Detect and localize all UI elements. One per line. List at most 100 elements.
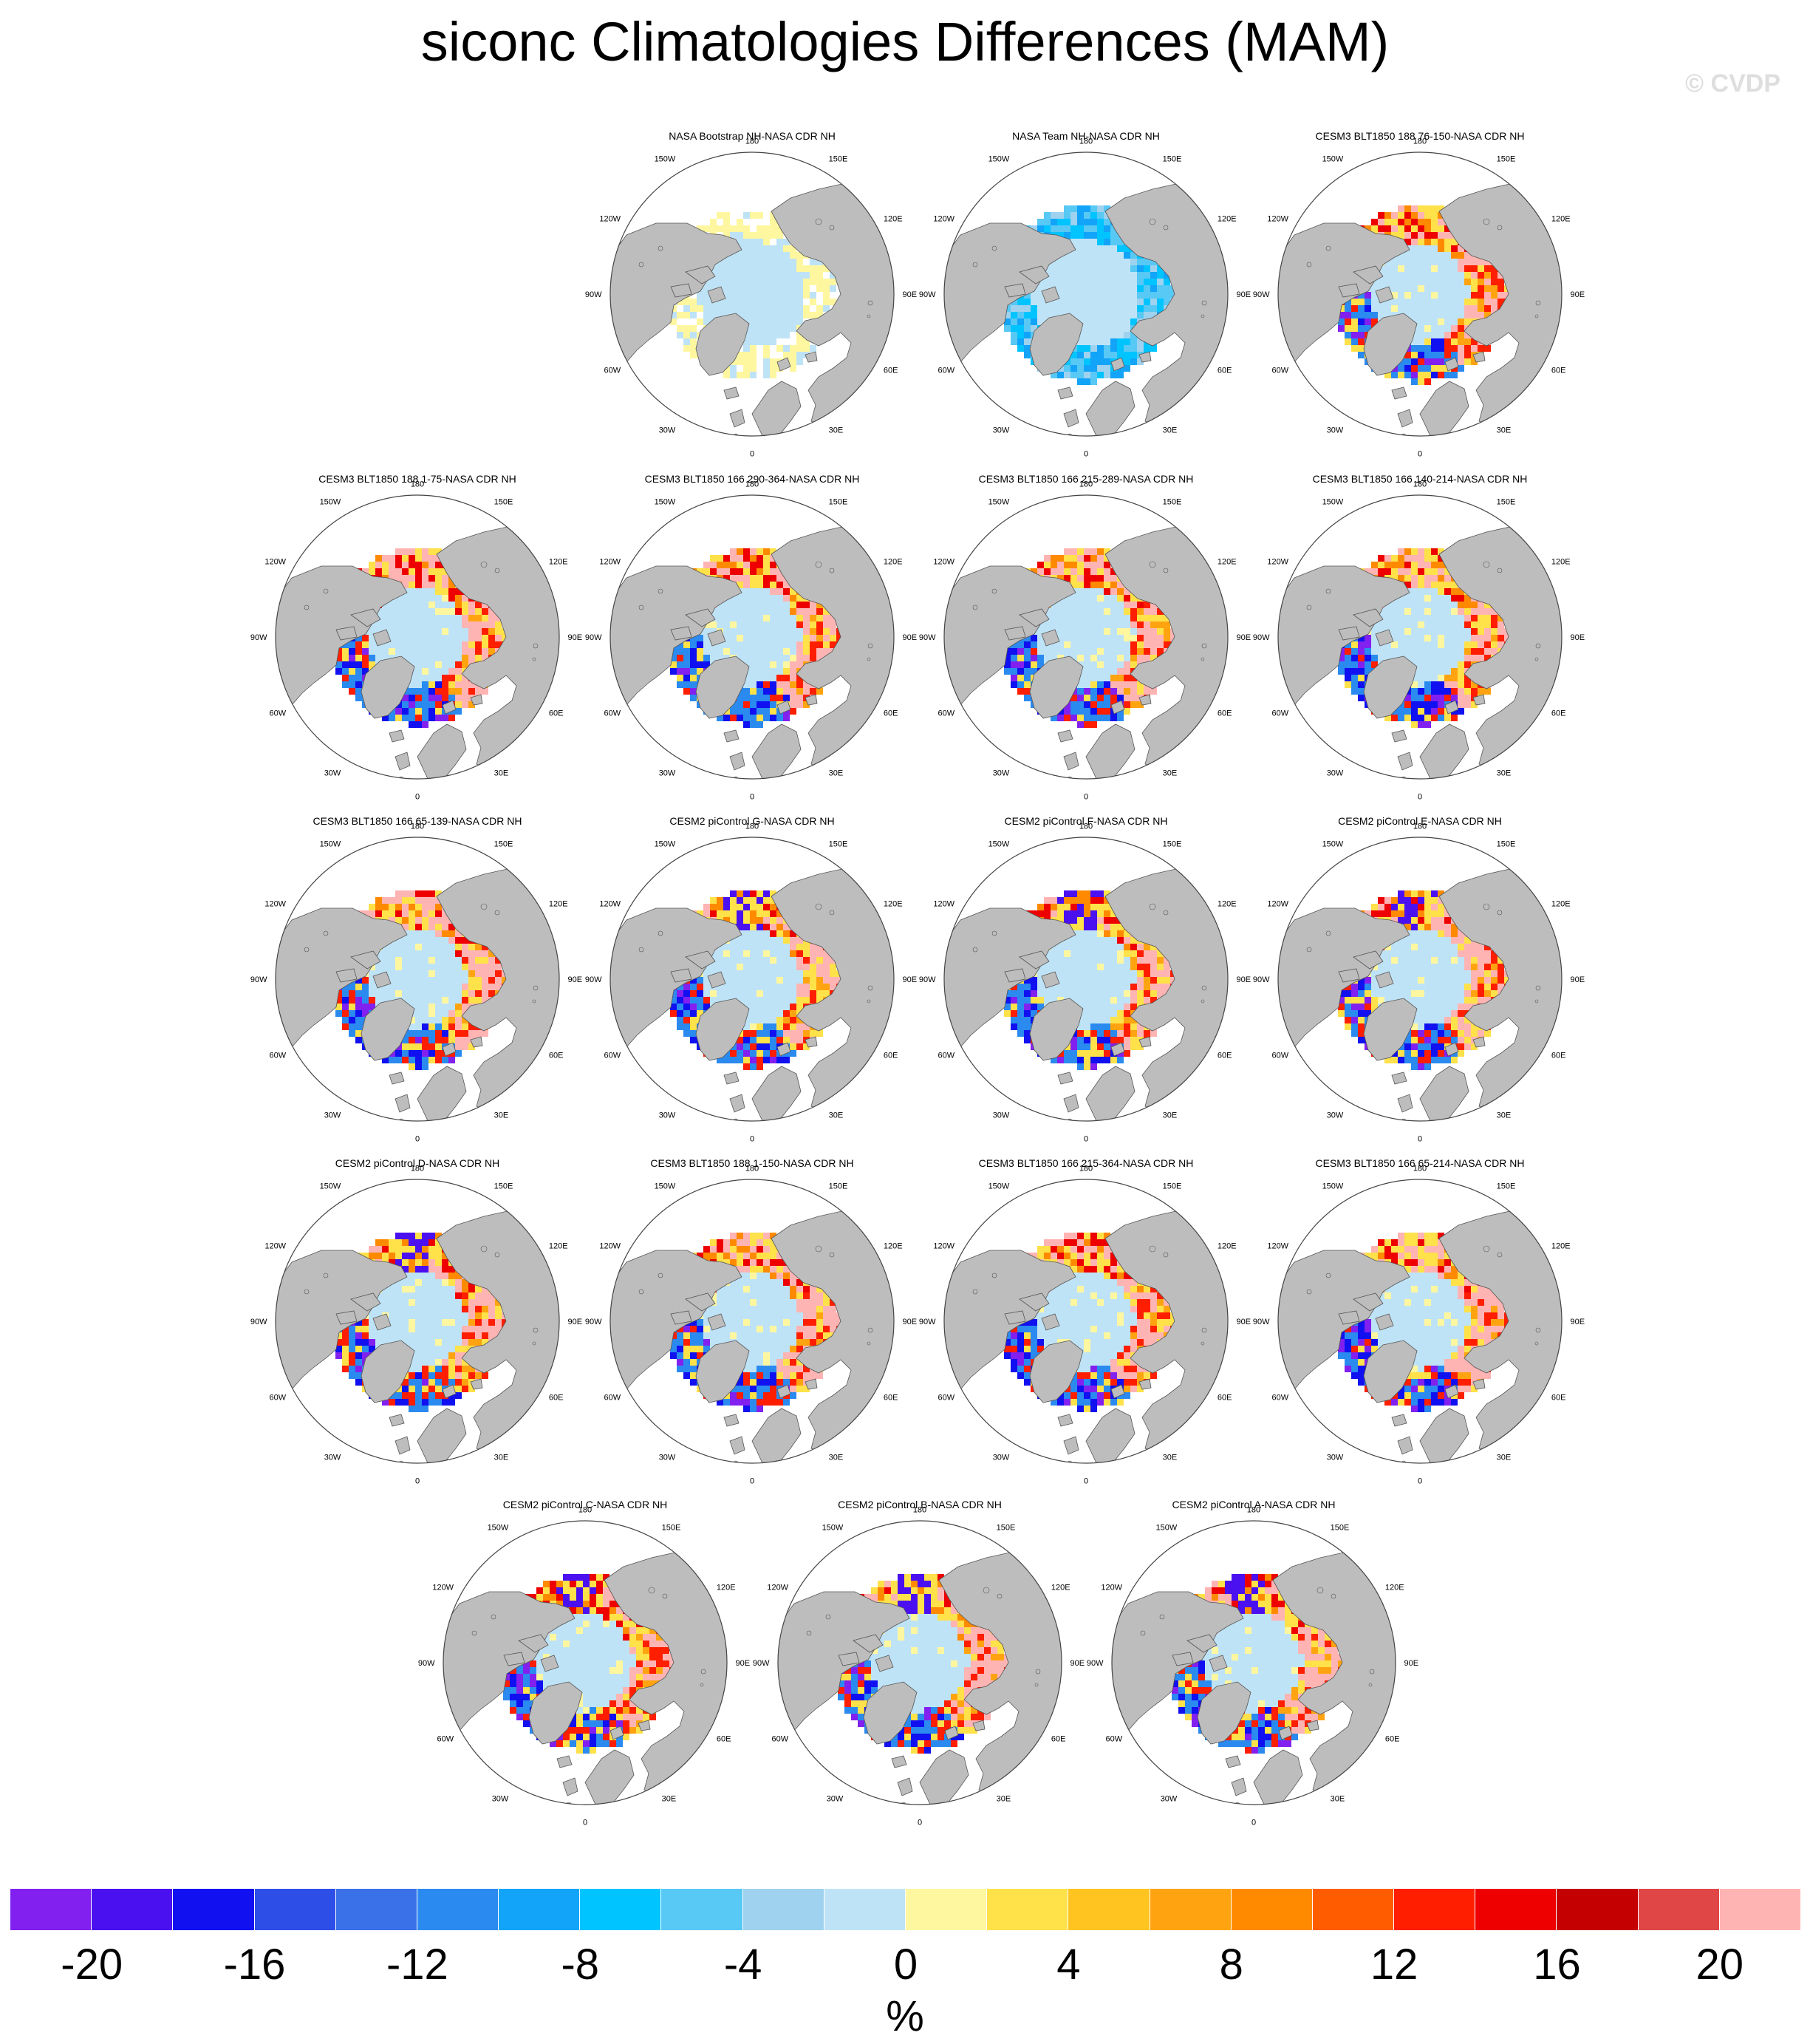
longitude-label: 30E bbox=[1497, 426, 1512, 435]
data-cell bbox=[717, 910, 723, 917]
data-cell bbox=[1451, 661, 1458, 668]
data-cell bbox=[810, 957, 816, 964]
data-cell bbox=[1090, 212, 1097, 219]
data-cell bbox=[1424, 668, 1431, 675]
data-cell bbox=[770, 232, 776, 239]
data-cell bbox=[1464, 602, 1471, 608]
data-cell bbox=[770, 615, 776, 621]
data-cell bbox=[1017, 655, 1024, 661]
island bbox=[972, 262, 978, 268]
data-cell bbox=[1097, 675, 1104, 681]
data-cell bbox=[743, 721, 750, 728]
data-cell bbox=[1438, 608, 1444, 615]
data-cell bbox=[475, 628, 482, 635]
data-cell bbox=[488, 964, 495, 970]
data-cell bbox=[790, 937, 796, 944]
data-cell bbox=[770, 701, 776, 708]
map-boundary bbox=[275, 494, 560, 780]
data-cell bbox=[1458, 628, 1464, 635]
data-cell bbox=[1037, 225, 1044, 232]
data-cell bbox=[428, 1057, 435, 1063]
data-cell bbox=[1104, 332, 1110, 338]
data-cell bbox=[468, 615, 475, 621]
data-cell bbox=[402, 1057, 409, 1063]
data-cell bbox=[1431, 608, 1438, 615]
data-cell bbox=[1404, 555, 1411, 562]
data-cell bbox=[730, 628, 737, 635]
data-cell bbox=[1164, 285, 1170, 292]
data-cell bbox=[710, 219, 717, 225]
data-cell bbox=[395, 708, 402, 715]
data-cell bbox=[697, 661, 703, 668]
data-cell bbox=[1444, 628, 1451, 635]
data-cell bbox=[415, 924, 422, 930]
data-cell bbox=[1411, 292, 1418, 299]
data-cell bbox=[1371, 655, 1378, 661]
data-cell bbox=[763, 595, 770, 602]
data-cell bbox=[342, 655, 349, 661]
data-cell bbox=[1070, 239, 1077, 245]
longitude-label: 60W bbox=[269, 709, 286, 718]
data-cell bbox=[435, 661, 442, 668]
data-cell bbox=[790, 675, 796, 681]
data-cell bbox=[1365, 568, 1371, 575]
data-cell bbox=[342, 1010, 349, 1017]
data-cell bbox=[1011, 299, 1017, 305]
longitude-label: 120W bbox=[264, 557, 286, 566]
longitude-label: 60W bbox=[938, 367, 954, 375]
data-cell bbox=[1051, 602, 1057, 608]
data-cell bbox=[1424, 252, 1431, 259]
data-cell bbox=[836, 977, 843, 984]
land-mass bbox=[695, 655, 750, 719]
data-cell bbox=[1438, 318, 1444, 325]
data-cell bbox=[1391, 212, 1398, 219]
data-cell bbox=[462, 688, 468, 695]
data-cell bbox=[1404, 648, 1411, 655]
island bbox=[1306, 604, 1312, 610]
data-cell bbox=[1110, 272, 1117, 279]
data-cell bbox=[1004, 661, 1011, 668]
data-cell bbox=[1458, 701, 1464, 708]
data-cell bbox=[776, 917, 783, 924]
data-cell bbox=[757, 668, 763, 675]
data-cell bbox=[1411, 272, 1418, 279]
data-cell bbox=[1090, 641, 1097, 648]
data-cell bbox=[763, 345, 770, 352]
data-cell bbox=[737, 897, 743, 904]
data-cell bbox=[362, 655, 369, 661]
data-cell bbox=[1431, 548, 1438, 555]
data-cell bbox=[783, 695, 790, 701]
data-cell bbox=[763, 279, 770, 285]
data-cell bbox=[369, 621, 375, 628]
data-cell bbox=[743, 212, 750, 219]
data-cell bbox=[1064, 305, 1070, 312]
data-cell bbox=[743, 245, 750, 252]
data-cell bbox=[1424, 265, 1431, 272]
data-cell bbox=[462, 615, 468, 621]
map-boundary bbox=[943, 494, 1229, 780]
data-cell bbox=[395, 568, 402, 575]
data-cell bbox=[1371, 318, 1378, 325]
data-cell bbox=[750, 352, 757, 358]
data-cell bbox=[730, 365, 737, 372]
data-cell bbox=[1451, 695, 1458, 701]
data-cell bbox=[1024, 325, 1031, 332]
data-cell bbox=[1051, 648, 1057, 655]
data-cell bbox=[488, 621, 495, 628]
data-cell bbox=[1438, 245, 1444, 252]
data-cell bbox=[757, 944, 763, 950]
data-cell bbox=[737, 628, 743, 635]
data-cell bbox=[482, 944, 488, 950]
map-boundary bbox=[609, 494, 895, 780]
data-cell bbox=[1104, 608, 1110, 615]
data-cell bbox=[750, 890, 757, 897]
data-cell bbox=[1438, 715, 1444, 721]
data-cell bbox=[776, 715, 783, 721]
data-cell bbox=[342, 648, 349, 655]
data-cell bbox=[415, 695, 422, 701]
data-cell bbox=[455, 621, 462, 628]
data-cell bbox=[1351, 641, 1358, 648]
data-cell bbox=[1378, 312, 1384, 318]
land-mass bbox=[1391, 386, 1407, 400]
data-cell bbox=[1424, 312, 1431, 318]
